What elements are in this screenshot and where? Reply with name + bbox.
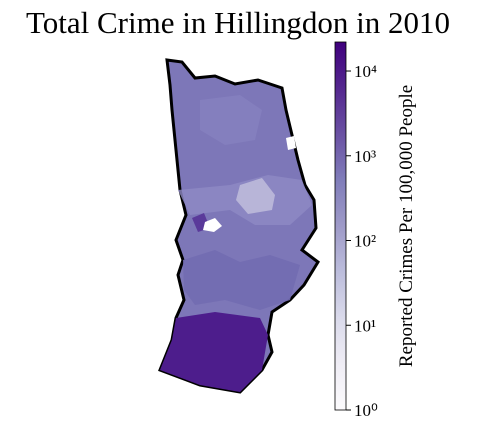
- borough-area: [158, 58, 320, 394]
- colorbar-tick-label: 10²: [354, 232, 376, 251]
- district: [200, 95, 262, 145]
- colorbar-label: Reported Crimes Per 100,000 People: [396, 85, 417, 367]
- district: [160, 312, 268, 392]
- colorbar: Reported Crimes Per 100,000 People 10⁰ 10…: [334, 41, 417, 420]
- district: [203, 218, 222, 232]
- borough-map: [158, 58, 320, 394]
- colorbar-tick-label: 10³: [354, 147, 376, 166]
- colorbar-tick-label: 10¹: [354, 316, 376, 335]
- map-title: Total Crime in Hillingdon in 2010: [26, 5, 450, 40]
- district: [286, 136, 296, 150]
- colorbar-tick-label: 10⁴: [354, 62, 377, 81]
- district: [236, 178, 275, 214]
- colorbar-gradient: [334, 41, 347, 411]
- district: [183, 250, 300, 310]
- colorbar-tick-label: 10⁰: [354, 401, 378, 420]
